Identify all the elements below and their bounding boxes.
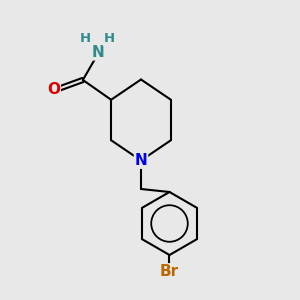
Text: N: N — [92, 45, 104, 60]
Text: Br: Br — [160, 264, 179, 279]
Text: H: H — [104, 32, 115, 46]
Text: N: N — [135, 153, 147, 168]
Text: O: O — [47, 82, 60, 97]
Text: H: H — [80, 32, 91, 46]
